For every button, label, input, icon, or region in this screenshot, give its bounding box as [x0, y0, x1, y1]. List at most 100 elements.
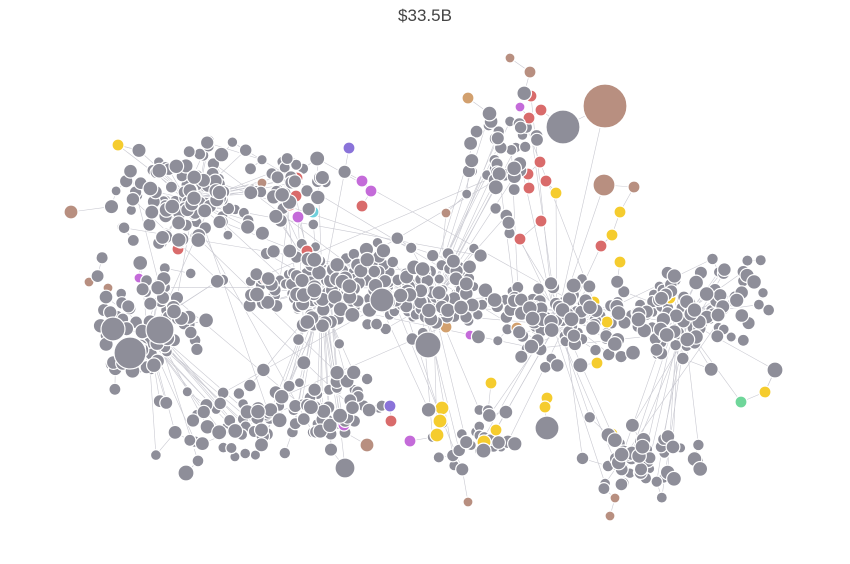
network-node	[590, 356, 604, 370]
network-node	[170, 231, 187, 248]
network-node	[549, 358, 565, 373]
network-node	[125, 204, 138, 217]
network-node	[484, 376, 498, 390]
network-node	[549, 186, 563, 200]
network-node	[703, 361, 719, 377]
network-node	[614, 477, 629, 492]
network-node	[688, 274, 705, 291]
network-edge	[279, 202, 290, 280]
network-node	[166, 303, 183, 320]
network-node	[523, 65, 537, 79]
network-node	[143, 296, 158, 311]
network-edge	[207, 142, 263, 160]
network-node	[278, 446, 292, 460]
network-node	[734, 395, 748, 409]
network-edge	[430, 176, 515, 305]
network-node	[282, 243, 298, 259]
network-node	[181, 386, 193, 398]
network-node	[238, 143, 253, 158]
network-node	[253, 422, 270, 438]
network-node	[489, 423, 503, 437]
network-node	[487, 179, 504, 196]
network-node	[342, 141, 356, 155]
network-node	[686, 302, 703, 318]
network-node	[758, 385, 772, 399]
network-node	[575, 451, 590, 466]
network-node	[710, 329, 725, 344]
network-node	[513, 120, 528, 135]
network-node	[150, 279, 166, 296]
network-node	[766, 361, 784, 379]
network-edge	[209, 205, 481, 256]
network-node	[100, 316, 126, 342]
network-node	[177, 464, 195, 482]
network-node	[489, 201, 503, 215]
network-node	[498, 404, 514, 420]
network-edge	[553, 326, 606, 484]
network-node	[209, 273, 225, 289]
network-node	[306, 251, 323, 268]
network-node	[296, 355, 312, 371]
network-node	[524, 310, 541, 327]
network-node	[239, 219, 256, 235]
network-node	[605, 228, 619, 242]
network-node	[583, 410, 597, 424]
network-node	[511, 324, 527, 340]
network-node	[534, 415, 560, 441]
network-node	[103, 198, 120, 215]
network-node	[692, 460, 709, 477]
network-node	[490, 131, 505, 146]
network-node	[655, 491, 668, 504]
network-node	[98, 289, 114, 305]
network-node	[420, 401, 437, 418]
network-node	[414, 261, 431, 278]
network-node	[282, 379, 296, 393]
network-node	[529, 132, 545, 147]
network-node	[518, 140, 532, 154]
network-node	[600, 315, 614, 329]
network-node	[126, 233, 140, 247]
network-node	[513, 232, 527, 246]
network-node	[522, 111, 536, 125]
network-node	[425, 248, 440, 263]
network-node	[445, 253, 461, 269]
network-node	[370, 317, 384, 331]
network-node	[486, 292, 503, 309]
network-node	[736, 333, 750, 347]
network-node	[243, 185, 259, 201]
network-node	[292, 333, 306, 347]
network-node	[191, 454, 205, 468]
network-node	[725, 331, 737, 343]
network-node	[315, 318, 331, 334]
network-node	[469, 124, 484, 139]
network-node	[455, 462, 470, 477]
network-node	[142, 217, 157, 232]
network-node	[213, 396, 228, 411]
network-node	[149, 449, 162, 462]
network-node	[604, 510, 616, 522]
network-node	[355, 174, 369, 188]
network-node	[762, 303, 776, 317]
network-edge	[159, 284, 302, 406]
network-node	[609, 492, 621, 504]
network-node	[491, 166, 507, 182]
network-node	[757, 286, 769, 299]
network-node	[504, 52, 516, 64]
network-node	[516, 85, 533, 102]
network-node	[260, 294, 276, 310]
network-node	[539, 174, 553, 188]
network-node	[563, 311, 580, 328]
network-node	[543, 322, 560, 339]
network-node	[545, 109, 581, 145]
network-node	[197, 203, 213, 219]
network-node	[439, 302, 456, 319]
network-node	[566, 328, 582, 343]
network-node	[193, 147, 207, 161]
network-node	[274, 186, 291, 203]
network-node	[458, 276, 474, 292]
network-node	[572, 357, 589, 374]
network-node	[288, 398, 303, 414]
network-node	[420, 302, 437, 319]
node-layer	[63, 52, 784, 522]
